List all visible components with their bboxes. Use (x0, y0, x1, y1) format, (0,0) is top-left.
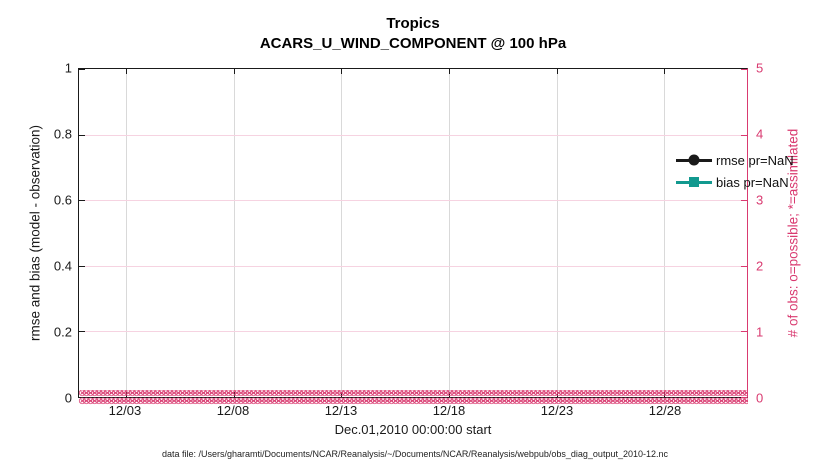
legend-label-bias: bias pr=NaN (716, 174, 789, 190)
y-tick-mark-left (79, 200, 85, 202)
v-gridline (125, 69, 127, 397)
x-tick-mark (233, 69, 235, 74)
x-tick-mark (233, 392, 235, 397)
y-tick-mark-left (79, 397, 85, 398)
h-gridline (79, 331, 747, 333)
h-gridline (79, 200, 747, 202)
x-axis-label: Dec.01,2010 00:00:00 start (334, 422, 492, 437)
y-tick-label-left: 0.4 (53, 258, 72, 274)
y-tick-label-right: 5 (756, 60, 764, 76)
title-line-1: Tropics (386, 15, 440, 32)
v-gridline (664, 69, 666, 397)
x-tick-label: 12/23 (540, 403, 574, 418)
obs-count-markers: ⊗⊗⊗⊗⊗⊗⊗⊗⊗⊗⊗⊗⊗⊗⊗⊗⊗⊗⊗⊗⊗⊗⊗⊗⊗⊗⊗⊗⊗⊗⊗⊗⊗⊗⊗⊗⊗⊗⊗⊗… (78, 390, 748, 406)
legend-line-rmse (676, 154, 712, 166)
x-tick-mark (125, 392, 127, 397)
x-tick-mark (664, 69, 666, 74)
y-tick-label-right: 2 (756, 258, 764, 274)
circle-marker-icon (688, 154, 700, 166)
y-tick-mark-left (79, 331, 85, 333)
y-tick-label-right: 1 (756, 324, 764, 340)
y-axis-label-left: rmse and bias (model - observation) (27, 124, 43, 342)
x-tick-label: 12/08 (216, 403, 250, 418)
legend-item-rmse: rmse pr=NaN (676, 149, 794, 171)
y-tick-mark-left (79, 134, 85, 136)
x-tick-mark (125, 69, 127, 74)
y-tick-mark-left (79, 265, 85, 267)
x-tick-label: 12/13 (324, 403, 358, 418)
y-tick-mark-right (741, 69, 747, 70)
plot-area: rmse pr=NaN bias pr=NaN (78, 68, 794, 398)
y-tick-label-left: 1 (64, 60, 72, 76)
legend-item-bias: bias pr=NaN (676, 171, 794, 193)
x-tick-mark (448, 69, 450, 74)
y-tick-mark-left (79, 69, 85, 70)
y-tick-label-right: 0 (756, 390, 764, 406)
legend-label-rmse: rmse pr=NaN (716, 152, 794, 168)
y-tick-label-right: 4 (756, 126, 764, 142)
y-tick-label-left: 0.8 (53, 126, 72, 142)
x-tick-mark (664, 392, 666, 397)
legend-line-bias (676, 177, 712, 187)
x-tick-mark (556, 392, 558, 397)
x-tick-label: 12/18 (432, 403, 466, 418)
y-tick-mark-right (741, 265, 747, 267)
v-gridline (233, 69, 235, 397)
y-tick-label-right: 3 (756, 192, 764, 208)
y-tick-mark-right (741, 200, 747, 202)
v-gridline (556, 69, 558, 397)
obs-marker-row: ⊗⊗⊗⊗⊗⊗⊗⊗⊗⊗⊗⊗⊗⊗⊗⊗⊗⊗⊗⊗⊗⊗⊗⊗⊗⊗⊗⊗⊗⊗⊗⊗⊗⊗⊗⊗⊗⊗⊗⊗… (78, 390, 748, 399)
x-tick-label: 12/28 (648, 403, 682, 418)
y-tick-mark-right (741, 134, 747, 136)
square-marker-icon (689, 177, 699, 187)
v-gridline (448, 69, 450, 397)
v-gridline (341, 69, 343, 397)
y-tick-label-left: 0 (64, 390, 72, 406)
title-line-2: ACARS_U_WIND_COMPONENT @ 100 hPa (259, 35, 567, 52)
y-tick-label-left: 0.2 (53, 324, 72, 340)
x-tick-mark (556, 69, 558, 74)
chart-title: Tropics ACARS_U_WIND_COMPONENT @ 100 hPa (78, 14, 748, 54)
obs-marker-row: ⊗⊗⊗⊗⊗⊗⊗⊗⊗⊗⊗⊗⊗⊗⊗⊗⊗⊗⊗⊗⊗⊗⊗⊗⊗⊗⊗⊗⊗⊗⊗⊗⊗⊗⊗⊗⊗⊗⊗⊗… (78, 395, 748, 406)
x-tick-mark (448, 392, 450, 397)
x-tick-label: 12/03 (108, 403, 142, 418)
x-tick-mark (341, 69, 343, 74)
x-tick-mark (341, 392, 343, 397)
y-tick-mark-right (741, 331, 747, 333)
h-gridline (79, 265, 747, 267)
legend: rmse pr=NaN bias pr=NaN (676, 149, 794, 193)
y-tick-label-left: 0.6 (53, 192, 72, 208)
h-gridline (79, 134, 747, 136)
datafile-footer: data file: /Users/gharamti/Documents/NCA… (161, 449, 668, 459)
y-tick-mark-right (741, 397, 747, 398)
